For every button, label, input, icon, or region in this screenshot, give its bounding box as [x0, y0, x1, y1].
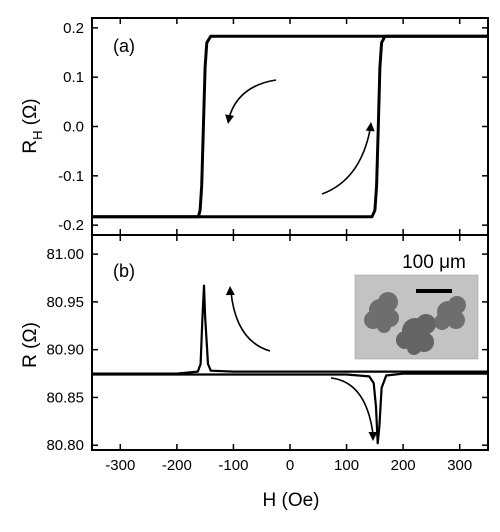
b-xtick-label-5: 200: [391, 457, 416, 474]
b-xtick-label-6: 300: [447, 457, 472, 474]
ylabel-a: RH (Ω): [20, 98, 45, 153]
inset-scale-bar: [416, 289, 452, 293]
series-a: [92, 34, 488, 219]
panel-label-b: (b): [113, 261, 135, 281]
b-xtick-label-0: -300: [105, 457, 135, 474]
ylabel-a-main: R: [20, 140, 41, 154]
ylabel-a-sub: H: [30, 131, 45, 140]
plot-frame-a: [91, 17, 489, 236]
a-series-1: [92, 34, 488, 219]
b-ytick-label-3: 80.95: [46, 294, 84, 311]
arrow-descending: [228, 79, 277, 119]
arrows-a: [225, 79, 375, 195]
inset-particle-cluster-1: [364, 292, 399, 333]
xticks-b: -300 -200 -100 0 100 200 300: [105, 18, 472, 474]
yticks-b: 80.80 80.85 80.90 80.95 81.00: [46, 246, 488, 454]
ylabel-a-unit: (Ω): [20, 98, 41, 130]
arrow-peak-up-head: [225, 286, 235, 296]
b-ytick-label-4: 81.00: [46, 246, 84, 263]
b-series-1: [92, 372, 488, 445]
yticks-a: -0.2 -0.1 0.0 0.1 0.2: [58, 20, 488, 234]
a-ytick-label-3: 0.1: [63, 69, 84, 86]
inset-micrograph: 100 μm: [354, 252, 479, 360]
xlabel-b: H (Oe): [263, 490, 320, 511]
series-b: [92, 284, 488, 445]
a-series-0: [92, 34, 488, 219]
a-ytick-label-4: 0.2: [63, 20, 84, 37]
arrow-dip-down-head: [368, 432, 378, 441]
inset-particle-cluster-2: [434, 296, 466, 330]
arrow-ascending: [321, 129, 371, 195]
b-xtick-label-3: 0: [286, 457, 294, 474]
arrows-b: [225, 286, 378, 441]
b-ytick-label-1: 80.85: [46, 389, 84, 406]
inset-particle-cluster-3: [396, 314, 436, 355]
panel-label-a: (a): [113, 36, 135, 56]
b-xtick-label-2: -100: [218, 457, 248, 474]
inset-scale-label: 100 μm: [402, 252, 466, 273]
arrow-peak-up: [230, 291, 271, 352]
a-ytick-label-0: -0.2: [58, 217, 84, 234]
panel-a: (a) -0.2 -0.1 0.0 0.1 0.2 RH (Ω): [20, 17, 489, 236]
panel-b: (b) 80.80 80.85 80.90 80.95 81.00 -300 -200 -1…: [20, 18, 489, 511]
arrow-descending-head: [225, 114, 234, 124]
b-xtick-label-1: -200: [162, 457, 192, 474]
a-ytick-label-1: -0.1: [58, 168, 84, 185]
arrow-dip-down: [330, 377, 374, 435]
a-ytick-label-2: 0.0: [63, 119, 84, 136]
ylabel-b: R (Ω): [20, 322, 41, 368]
b-ytick-label-2: 80.90: [46, 342, 84, 359]
b-series-0: [92, 284, 488, 375]
b-xtick-label-4: 100: [334, 457, 359, 474]
b-ytick-label-0: 80.80: [46, 437, 84, 454]
arrow-ascending-head: [365, 122, 375, 132]
